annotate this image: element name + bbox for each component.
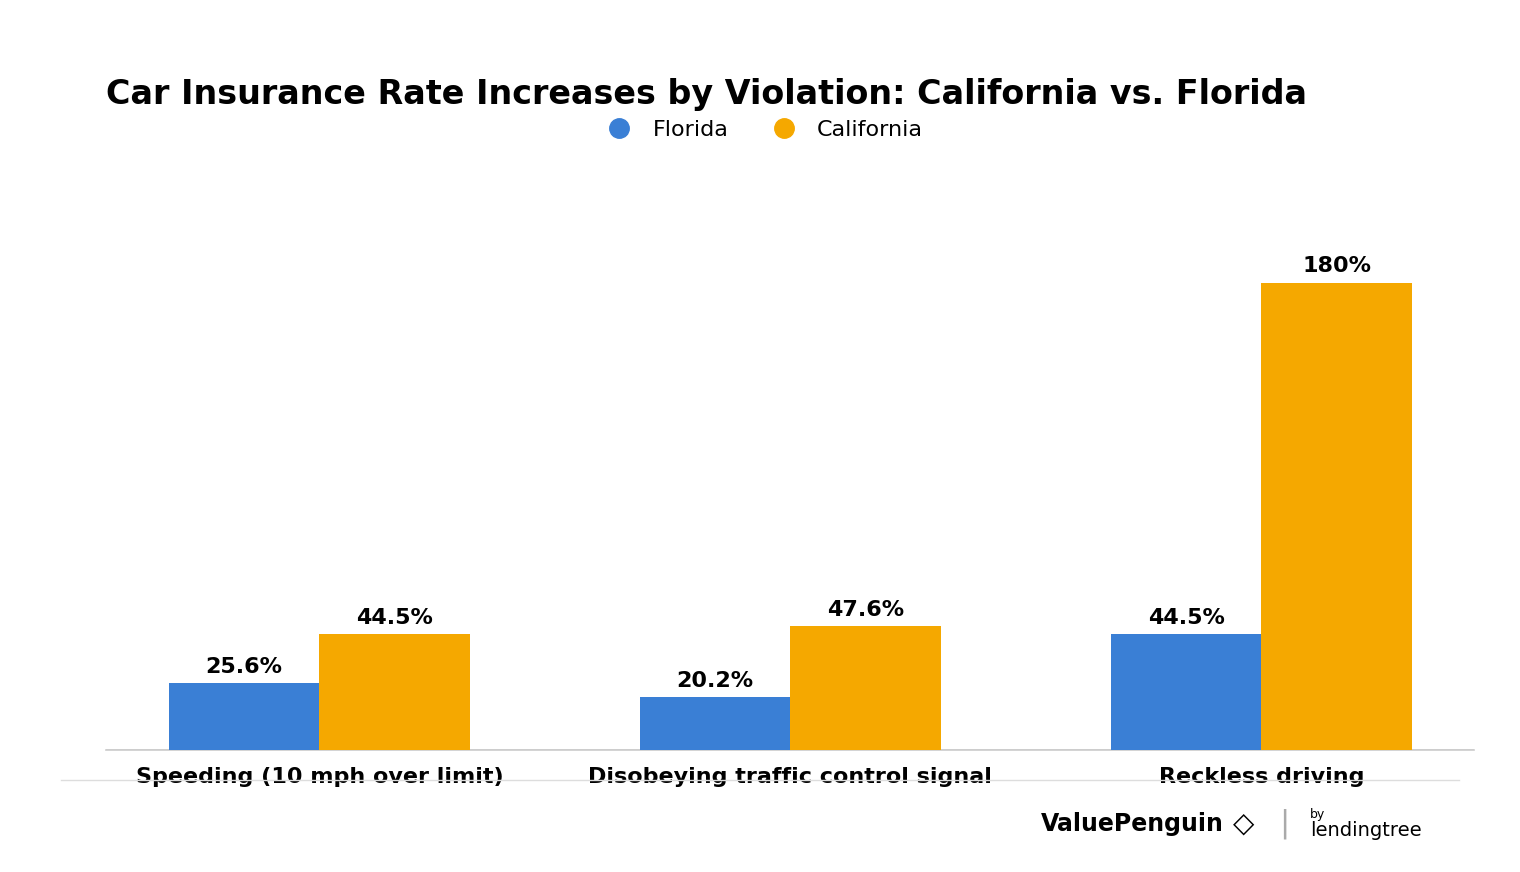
Bar: [1262, 283, 1412, 750]
Text: 20.2%: 20.2%: [676, 671, 754, 691]
Bar: [1111, 635, 1262, 750]
Text: |: |: [1280, 809, 1289, 839]
Bar: [319, 635, 470, 750]
Text: 25.6%: 25.6%: [205, 657, 283, 677]
Bar: [640, 698, 790, 750]
Text: 44.5%: 44.5%: [356, 608, 433, 628]
Text: ◇: ◇: [1233, 810, 1254, 838]
Legend: Florida, California: Florida, California: [597, 120, 923, 140]
Text: 47.6%: 47.6%: [827, 600, 904, 620]
Text: ValuePenguin: ValuePenguin: [1041, 812, 1224, 836]
Text: by: by: [1310, 808, 1325, 821]
Bar: [169, 684, 319, 750]
Text: Car Insurance Rate Increases by Violation: California vs. Florida: Car Insurance Rate Increases by Violatio…: [106, 78, 1307, 112]
Bar: [790, 626, 941, 750]
Text: 44.5%: 44.5%: [1148, 608, 1225, 628]
Text: lendingtree: lendingtree: [1310, 821, 1421, 840]
Text: 180%: 180%: [1303, 256, 1371, 276]
